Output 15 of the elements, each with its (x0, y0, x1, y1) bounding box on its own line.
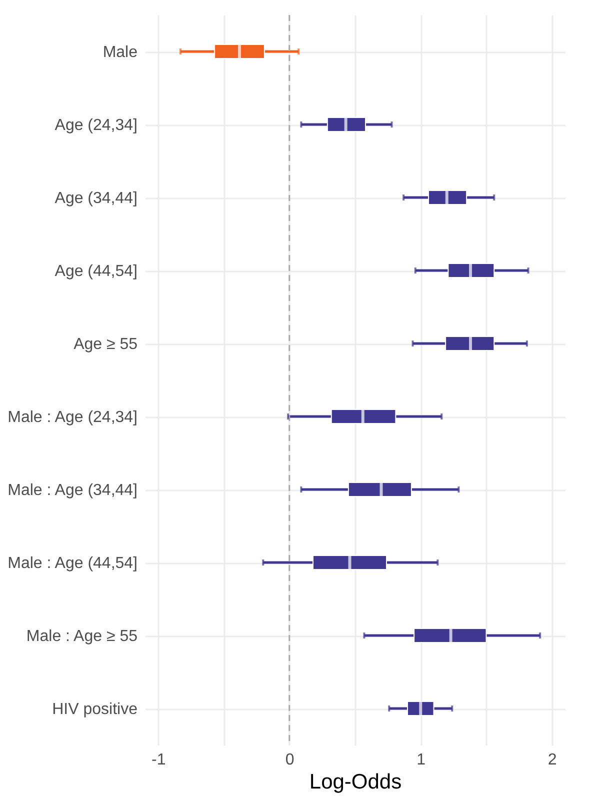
y-tick-label: Male : Age (24,34] (8, 409, 138, 426)
y-tick-label: Male (102, 44, 138, 61)
x-tick-label: -1 (152, 752, 166, 768)
y-tick-label: Male : Age (44,54] (8, 555, 138, 572)
y-tick-label: Age (34,44] (54, 190, 138, 207)
y-tick-label: Age (44,54] (54, 263, 138, 280)
y-tick-label: Age (24,34] (54, 117, 138, 134)
y-tick-label: HIV positive (52, 701, 138, 718)
x-tick-label: 1 (416, 752, 426, 768)
y-tick-label: Male : Age ≥ 55 (26, 628, 138, 645)
x-tick-label: 2 (548, 752, 557, 768)
y-tick-label: Age ≥ 55 (74, 336, 138, 353)
x-tick-label: 0 (285, 752, 294, 768)
y-tick-label: Male : Age (34,44] (8, 482, 138, 499)
x-axis-title: Log-Odds (309, 770, 402, 794)
